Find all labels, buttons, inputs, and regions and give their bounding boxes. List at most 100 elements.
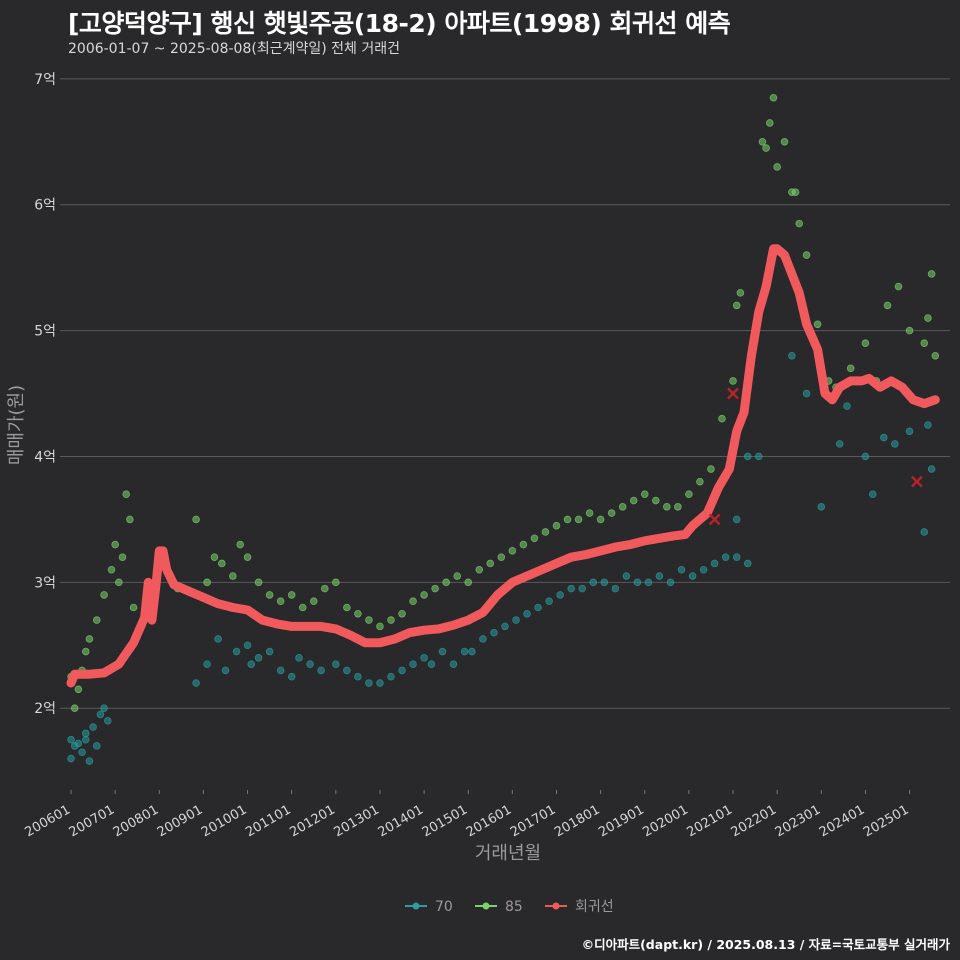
data-point bbox=[861, 452, 870, 461]
data-point bbox=[835, 440, 844, 448]
data-point bbox=[732, 553, 741, 561]
x-marker bbox=[708, 513, 721, 526]
legend-dot bbox=[552, 902, 560, 910]
x-tick-label: 202001 bbox=[640, 802, 690, 840]
data-point bbox=[453, 572, 461, 580]
legend-item-70: 70 bbox=[405, 899, 453, 915]
data-point bbox=[523, 609, 531, 618]
data-point bbox=[365, 616, 373, 624]
data-point bbox=[221, 666, 230, 675]
data-point bbox=[70, 704, 79, 712]
data-point bbox=[736, 289, 745, 297]
data-point bbox=[611, 584, 620, 593]
legend-label: 70 bbox=[435, 899, 453, 915]
data-point bbox=[354, 609, 362, 618]
data-point bbox=[317, 666, 325, 675]
data-point bbox=[247, 660, 256, 668]
data-point bbox=[431, 584, 439, 593]
x-marker-stroke bbox=[727, 387, 739, 400]
data-point bbox=[552, 521, 561, 530]
data-point bbox=[210, 553, 219, 561]
data-point bbox=[354, 672, 362, 681]
data-point bbox=[574, 515, 583, 524]
data-point bbox=[729, 377, 737, 385]
legend-dot bbox=[482, 902, 490, 910]
data-point bbox=[287, 591, 296, 599]
data-point bbox=[927, 465, 936, 473]
x-marker-stroke bbox=[911, 475, 923, 488]
data-point bbox=[192, 515, 200, 524]
data-point bbox=[519, 540, 528, 549]
data-point bbox=[534, 603, 542, 612]
data-point bbox=[74, 685, 83, 694]
data-point bbox=[846, 364, 855, 373]
data-point bbox=[442, 578, 450, 587]
data-point bbox=[655, 572, 664, 580]
data-point bbox=[497, 553, 506, 561]
data-point bbox=[85, 757, 94, 765]
data-point bbox=[721, 553, 730, 561]
data-point bbox=[556, 591, 564, 599]
data-point bbox=[203, 660, 211, 668]
data-point bbox=[92, 742, 101, 750]
data-point bbox=[107, 565, 116, 574]
data-point bbox=[651, 496, 660, 505]
data-point bbox=[409, 597, 417, 606]
data-point bbox=[118, 553, 127, 561]
data-point bbox=[743, 452, 752, 461]
data-point bbox=[663, 503, 671, 511]
data-point bbox=[633, 578, 642, 587]
data-point bbox=[376, 622, 384, 631]
data-point bbox=[276, 666, 285, 675]
data-point bbox=[265, 647, 274, 656]
data-point bbox=[732, 301, 741, 310]
x-tick-label: 201201 bbox=[287, 802, 337, 840]
data-point bbox=[427, 660, 436, 668]
data-point bbox=[78, 748, 86, 757]
x-axis-title: 거래년월 bbox=[475, 843, 541, 864]
data-point bbox=[387, 672, 395, 681]
data-point bbox=[122, 490, 130, 499]
data-point bbox=[464, 578, 473, 587]
data-point bbox=[696, 477, 704, 486]
data-point bbox=[100, 704, 108, 712]
data-point bbox=[585, 509, 594, 517]
data-point bbox=[214, 635, 222, 643]
y-axis-title: 매매가(원) bbox=[6, 385, 27, 465]
data-point bbox=[769, 93, 778, 102]
data-point bbox=[868, 490, 877, 499]
data-point bbox=[931, 351, 940, 360]
data-point bbox=[468, 647, 476, 656]
data-point bbox=[254, 578, 263, 587]
data-point bbox=[438, 647, 447, 656]
x-tick-label: 201001 bbox=[199, 802, 249, 840]
data-point bbox=[802, 389, 811, 398]
data-point bbox=[276, 597, 285, 606]
x-tick-label: 201401 bbox=[376, 802, 426, 840]
data-point bbox=[924, 314, 932, 322]
data-point bbox=[596, 515, 605, 524]
x-tick-label: 200801 bbox=[111, 802, 161, 840]
data-point bbox=[813, 320, 822, 329]
data-point bbox=[479, 635, 487, 643]
data-point bbox=[460, 647, 469, 656]
data-point bbox=[67, 754, 75, 763]
data-point bbox=[685, 490, 693, 499]
chart-subtitle: 2006-01-07 ~ 2025-08-08(최근계약일) 전체 거래건 bbox=[68, 41, 400, 57]
x-tick-label: 202201 bbox=[729, 802, 779, 840]
data-point bbox=[607, 509, 616, 517]
x-tick-label: 201301 bbox=[331, 802, 381, 840]
data-point bbox=[387, 616, 395, 624]
x-marker bbox=[911, 475, 923, 488]
data-point bbox=[795, 219, 804, 228]
data-point bbox=[861, 339, 870, 347]
y-tick-label: 4억 bbox=[34, 449, 56, 465]
data-point bbox=[758, 138, 767, 146]
data-point bbox=[287, 672, 296, 681]
data-point bbox=[843, 402, 851, 410]
x-tick-label: 201801 bbox=[552, 802, 602, 840]
data-point bbox=[243, 553, 252, 561]
data-point bbox=[501, 622, 509, 631]
y-tick-label: 5억 bbox=[34, 324, 56, 340]
data-point bbox=[567, 584, 575, 593]
